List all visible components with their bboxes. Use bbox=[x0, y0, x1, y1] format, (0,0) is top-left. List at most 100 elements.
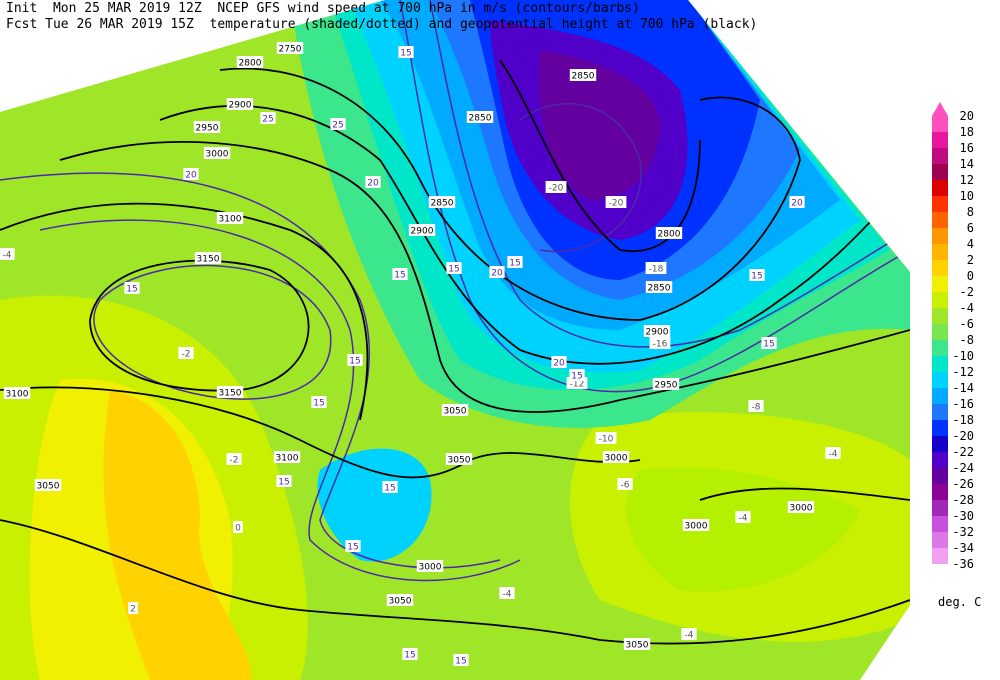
contour-label: 3150 bbox=[197, 255, 220, 265]
label-box bbox=[128, 602, 138, 614]
colorbar-label: 6 bbox=[967, 221, 974, 235]
contour-label: 15 bbox=[394, 271, 405, 281]
contour-label: -20 bbox=[609, 199, 624, 209]
contour-label: 15 bbox=[126, 285, 137, 295]
contour-label: -4 bbox=[829, 450, 838, 460]
colorbar-label: 20 bbox=[960, 109, 974, 123]
label-box bbox=[569, 369, 585, 381]
label-box bbox=[643, 325, 671, 337]
colorbar-box bbox=[932, 420, 948, 436]
label-box bbox=[595, 432, 617, 444]
contour-label: 15 bbox=[763, 340, 774, 350]
contour-label: 15 bbox=[400, 49, 411, 59]
contour-label: 15 bbox=[349, 357, 360, 367]
contour-label: 3150 bbox=[219, 389, 242, 399]
contour-label: 3050 bbox=[37, 482, 60, 492]
contour-label: 3000 bbox=[685, 522, 708, 532]
contour-label: 3000 bbox=[206, 150, 229, 160]
label-box bbox=[216, 212, 244, 224]
label-box bbox=[545, 181, 567, 193]
colorbar-box bbox=[932, 196, 948, 212]
label-box bbox=[489, 266, 505, 278]
contour-label: 3100 bbox=[6, 390, 29, 400]
colorbar-label: -4 bbox=[960, 301, 974, 315]
colorbar-label: -36 bbox=[952, 557, 974, 571]
label-box bbox=[365, 176, 381, 188]
label-box bbox=[649, 337, 671, 349]
colorbar-box bbox=[932, 372, 948, 388]
contour-label: -20 bbox=[549, 184, 564, 194]
contour-label: -18 bbox=[649, 265, 664, 275]
label-box bbox=[398, 46, 414, 58]
contour-label: 20 bbox=[553, 359, 565, 369]
label-box bbox=[569, 69, 597, 81]
label-box bbox=[402, 648, 418, 660]
colorbar-label: -26 bbox=[952, 477, 974, 491]
colorbar-box bbox=[932, 340, 948, 356]
contour-label: 2950 bbox=[655, 381, 678, 391]
contour-label: 15 bbox=[278, 478, 289, 488]
contour-label: 15 bbox=[571, 372, 582, 382]
label-box bbox=[416, 560, 444, 572]
colorbar-box bbox=[932, 436, 948, 452]
label-box bbox=[347, 354, 363, 366]
label-box bbox=[652, 378, 680, 390]
label-box bbox=[408, 224, 436, 236]
label-box bbox=[216, 386, 244, 398]
label-box bbox=[3, 387, 31, 399]
colorbar-box bbox=[932, 356, 948, 372]
colorbar-label: -10 bbox=[952, 349, 974, 363]
label-box bbox=[655, 227, 683, 239]
colorbar-label: 10 bbox=[960, 189, 974, 203]
colorbar-box bbox=[932, 116, 948, 132]
contours bbox=[0, 0, 910, 645]
contour-label: 15 bbox=[455, 657, 466, 667]
contour-label: -10 bbox=[599, 435, 614, 445]
label-box bbox=[551, 356, 567, 368]
label-box bbox=[623, 638, 651, 650]
colorbar-label: 8 bbox=[967, 205, 974, 219]
colorbar-box bbox=[932, 452, 948, 468]
label-box bbox=[124, 282, 140, 294]
contour-label: 3000 bbox=[790, 504, 813, 514]
contour-label: 2900 bbox=[646, 328, 669, 338]
label-box bbox=[428, 196, 456, 208]
colorbar-label: -6 bbox=[960, 317, 974, 331]
contour-label: 3050 bbox=[389, 597, 412, 607]
contour-label: 0 bbox=[235, 524, 241, 534]
contour-label: -4 bbox=[739, 514, 748, 524]
contour-label: 20 bbox=[791, 199, 803, 209]
contour-label: 2850 bbox=[572, 72, 595, 82]
contour-label: 3100 bbox=[276, 454, 299, 464]
colorbar-label: -34 bbox=[952, 541, 974, 555]
label-box bbox=[605, 196, 627, 208]
label-box bbox=[194, 252, 222, 264]
label-box bbox=[681, 628, 697, 640]
contour-label: 3000 bbox=[419, 563, 442, 573]
colorbar-box bbox=[932, 244, 948, 260]
contour-label: 15 bbox=[347, 543, 358, 553]
colorbar-label: 4 bbox=[967, 237, 974, 251]
colorbar-box bbox=[932, 404, 948, 420]
label-box bbox=[0, 248, 15, 260]
colorbar-label: -16 bbox=[952, 397, 974, 411]
contour-label: -4 bbox=[3, 251, 12, 261]
colorbar-label: -28 bbox=[952, 493, 974, 507]
colorbar-label: -14 bbox=[952, 381, 974, 395]
label-box bbox=[735, 511, 751, 523]
contour-label: 2900 bbox=[229, 101, 252, 111]
contour-label: 25 bbox=[332, 121, 343, 131]
colorbar-label: -22 bbox=[952, 445, 974, 459]
label-box bbox=[466, 111, 494, 123]
label-box bbox=[748, 400, 764, 412]
wind-contours bbox=[0, 0, 910, 582]
label-box bbox=[761, 337, 777, 349]
label-box bbox=[682, 519, 710, 531]
colorbar: 20181614121086420-2-4-6-8-10-12-14-16-18… bbox=[932, 102, 974, 571]
contour-label: 15 bbox=[751, 272, 762, 282]
label-box bbox=[276, 42, 304, 54]
height-contours bbox=[0, 59, 910, 645]
label-box bbox=[453, 654, 469, 666]
colorbar-box bbox=[932, 548, 948, 564]
label-box bbox=[789, 196, 805, 208]
